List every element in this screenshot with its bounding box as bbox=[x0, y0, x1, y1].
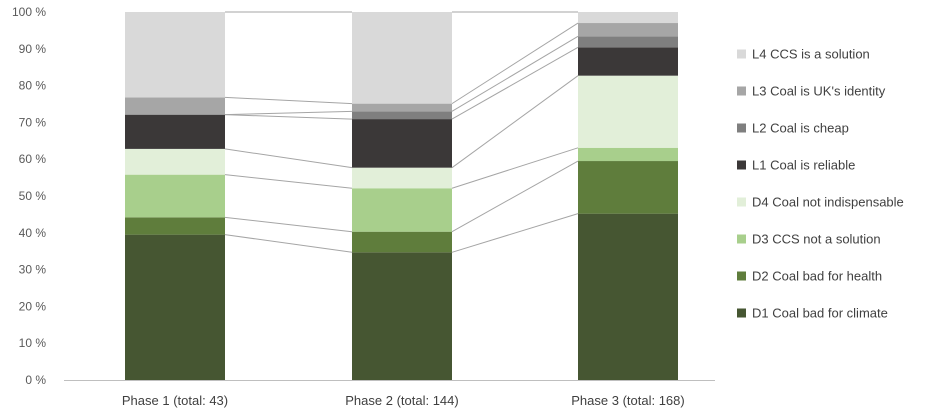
connector-line-d4-coal-not-indispensable-2 bbox=[451, 75, 579, 169]
legend-swatch-d3-ccs-not-a-solution bbox=[737, 234, 746, 244]
y-tick-label: 30 % bbox=[19, 263, 47, 277]
y-tick-label: 0 % bbox=[25, 373, 46, 387]
connector-line-d2-coal-bad-for-health-1 bbox=[224, 216, 353, 233]
bar-l4-ccs-is-a-solution-3 bbox=[578, 12, 678, 24]
bars bbox=[125, 12, 678, 380]
connector-line-d3-ccs-not-a-solution-1 bbox=[224, 174, 353, 189]
y-tick-label: 100 % bbox=[12, 5, 46, 19]
legend-swatch-d1-coal-bad-for-climate bbox=[737, 308, 746, 318]
legend-swatch-l2-coal-is-cheap bbox=[737, 123, 746, 133]
y-tick-label: 40 % bbox=[19, 226, 47, 240]
legend-swatch-l1-coal-is-reliable bbox=[737, 160, 746, 170]
legend-label-d2-coal-bad-for-health: D2 Coal bad for health bbox=[752, 269, 882, 284]
bar-d3-ccs-not-a-solution-2 bbox=[352, 188, 452, 232]
legend-label-l3-coal-is-uk-s-identity: L3 Coal is UK's identity bbox=[752, 84, 886, 99]
y-axis: 0 % 10 % 20 % 30 % 40 % 50 % 60 % 70 % 80 % 90 % 1… bbox=[12, 5, 46, 387]
y-tick-label: 20 % bbox=[19, 299, 47, 313]
connector-line-l3-coal-is-uk-s-identity-1 bbox=[224, 96, 353, 105]
connector-line-l2-coal-is-cheap-2 bbox=[451, 35, 579, 112]
legend-swatch-d2-coal-bad-for-health bbox=[737, 271, 746, 281]
legend-swatch-l3-coal-is-uk-s-identity bbox=[737, 86, 746, 96]
legend-label-l2-coal-is-cheap: L2 Coal is cheap bbox=[752, 121, 849, 136]
x-tick-label: Phase 1 (total: 43) bbox=[122, 393, 228, 408]
x-tick-label: Phase 2 (total: 144) bbox=[345, 393, 458, 408]
legend-swatch-l4-ccs-is-a-solution bbox=[737, 49, 746, 59]
bar-l1-coal-is-reliable-3 bbox=[578, 47, 678, 76]
bar-d4-coal-not-indispensable-2 bbox=[352, 167, 452, 189]
connector-line-d4-coal-not-indispensable-1 bbox=[224, 148, 353, 169]
bar-d2-coal-bad-for-health-2 bbox=[352, 231, 452, 253]
bar-l2-coal-is-cheap-3 bbox=[578, 36, 678, 48]
bar-l4-ccs-is-a-solution-1 bbox=[125, 12, 225, 98]
connector-line-l1-coal-is-reliable-2 bbox=[451, 46, 579, 120]
connector-line-d1-coal-bad-for-climate-2 bbox=[451, 213, 579, 253]
bar-l3-coal-is-uk-s-identity-2 bbox=[352, 103, 452, 112]
connector-line-d2-coal-bad-for-health-2 bbox=[451, 160, 579, 233]
y-tick-label: 60 % bbox=[19, 152, 47, 166]
bar-l2-coal-is-cheap-2 bbox=[352, 111, 452, 120]
y-tick-label: 10 % bbox=[19, 336, 47, 350]
connector-lines bbox=[224, 11, 579, 253]
legend-swatch-d4-coal-not-indispensable bbox=[737, 197, 746, 207]
bar-d2-coal-bad-for-health-1 bbox=[125, 217, 225, 235]
y-tick-label: 70 % bbox=[19, 115, 47, 129]
bar-l3-coal-is-uk-s-identity-3 bbox=[578, 23, 678, 37]
bar-d4-coal-not-indispensable-1 bbox=[125, 148, 225, 175]
y-tick-label: 50 % bbox=[19, 189, 47, 203]
connector-line-d3-ccs-not-a-solution-2 bbox=[451, 147, 579, 189]
legend-label-d1-coal-bad-for-climate: D1 Coal bad for climate bbox=[752, 306, 888, 321]
y-tick-label: 80 % bbox=[19, 79, 47, 93]
bar-l1-coal-is-reliable-2 bbox=[352, 119, 452, 168]
bar-d1-coal-bad-for-climate-2 bbox=[352, 252, 452, 380]
bar-d3-ccs-not-a-solution-3 bbox=[578, 147, 678, 162]
bar-d3-ccs-not-a-solution-1 bbox=[125, 174, 225, 218]
connector-line-d1-coal-bad-for-climate-1 bbox=[224, 234, 353, 253]
x-axis: Phase 1 (total: 43) Phase 2 (total: 144) P… bbox=[64, 380, 715, 408]
legend-label-l4-ccs-is-a-solution: L4 CCS is a solution bbox=[752, 47, 870, 62]
bar-l4-ccs-is-a-solution-2 bbox=[352, 12, 452, 104]
x-tick-label: Phase 3 (total: 168) bbox=[571, 393, 684, 408]
legend: L4 CCS is a solution L3 Coal is UK's iden… bbox=[737, 47, 904, 321]
bar-d4-coal-not-indispensable-3 bbox=[578, 75, 678, 148]
bar-d1-coal-bad-for-climate-1 bbox=[125, 234, 225, 380]
connector-line-l1-coal-is-reliable-1 bbox=[224, 114, 353, 120]
legend-label-d3-ccs-not-a-solution: D3 CCS not a solution bbox=[752, 232, 881, 247]
bar-l3-coal-is-uk-s-identity-1 bbox=[125, 97, 225, 115]
y-tick-label: 90 % bbox=[19, 42, 47, 56]
legend-label-d4-coal-not-indispensable: D4 Coal not indispensable bbox=[752, 195, 904, 210]
bar-d2-coal-bad-for-health-3 bbox=[578, 161, 678, 214]
bar-l1-coal-is-reliable-1 bbox=[125, 114, 225, 149]
connector-line-l3-coal-is-uk-s-identity-2 bbox=[451, 22, 579, 105]
bar-d1-coal-bad-for-climate-3 bbox=[578, 213, 678, 380]
connector-line-l2-coal-is-cheap-1 bbox=[224, 110, 353, 116]
legend-label-l1-coal-is-reliable: L1 Coal is reliable bbox=[752, 158, 855, 173]
